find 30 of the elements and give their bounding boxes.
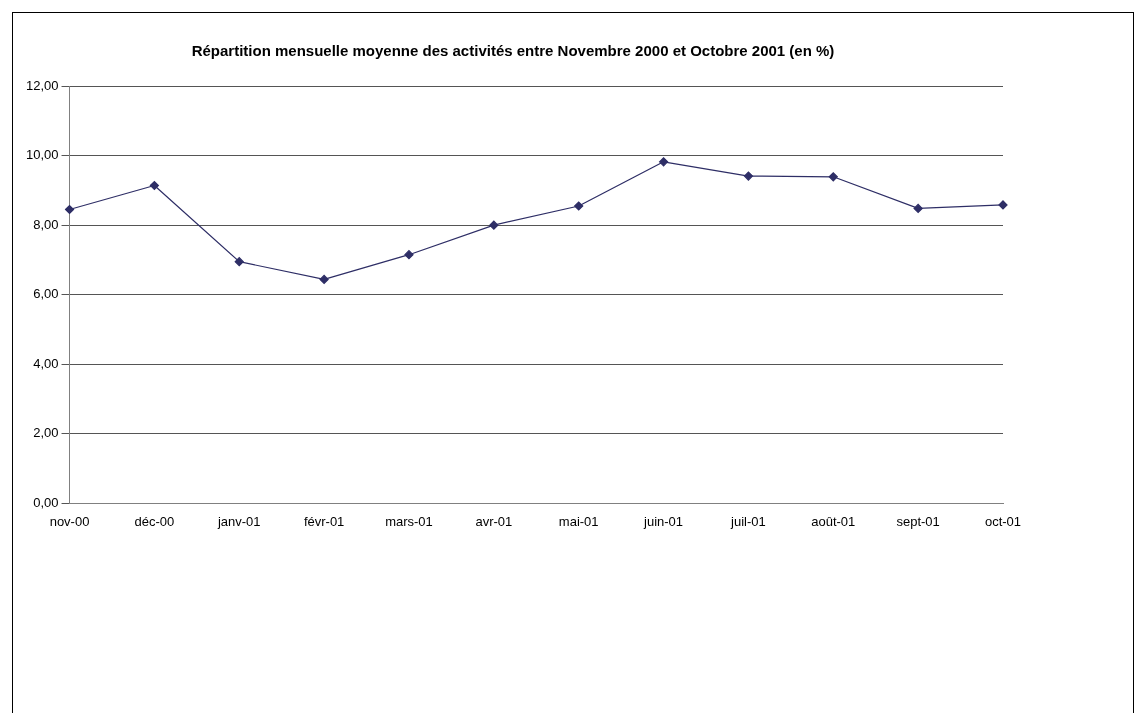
x-tick-label: janv-01: [216, 513, 261, 529]
chart-title: Répartition mensuelle moyenne des activités entre Novembre 2000 et Octobre 2001 (en %): [191, 42, 835, 60]
x-tick-label: sept-01: [896, 513, 940, 529]
y-tick-label: 10,00: [25, 147, 59, 163]
x-tick-label: juil-01: [730, 513, 766, 529]
point: [149, 180, 159, 191]
x-tick-label: nov-00: [49, 513, 90, 529]
point: [913, 203, 923, 214]
x-tick-label: juin-01: [643, 513, 684, 529]
point: [658, 157, 669, 167]
y-tick-label: 12,00: [25, 77, 59, 93]
y-tick-label: 2,00: [33, 425, 59, 441]
x-tick-label: déc-00: [134, 513, 175, 529]
y-tick-label: 6,00: [33, 286, 59, 302]
y-tick-label: 4,00: [33, 355, 59, 371]
x-tick-label: oct-01: [984, 513, 1022, 529]
point: [828, 172, 838, 182]
point: [489, 220, 499, 230]
y-tick-label: 0,00: [33, 494, 59, 510]
point: [319, 274, 329, 284]
x-tick-label: mars-01: [385, 513, 433, 529]
point: [404, 250, 414, 260]
y-tick-label: 8,00: [33, 216, 59, 232]
point: [234, 257, 244, 267]
x-tick-label: avr-01: [475, 513, 513, 529]
x-tick-label: mai-01: [558, 513, 599, 529]
point: [743, 171, 754, 181]
point: [574, 201, 584, 211]
x-tick-label: août-01: [811, 513, 856, 529]
x-tick-label: févr-01: [303, 513, 345, 529]
